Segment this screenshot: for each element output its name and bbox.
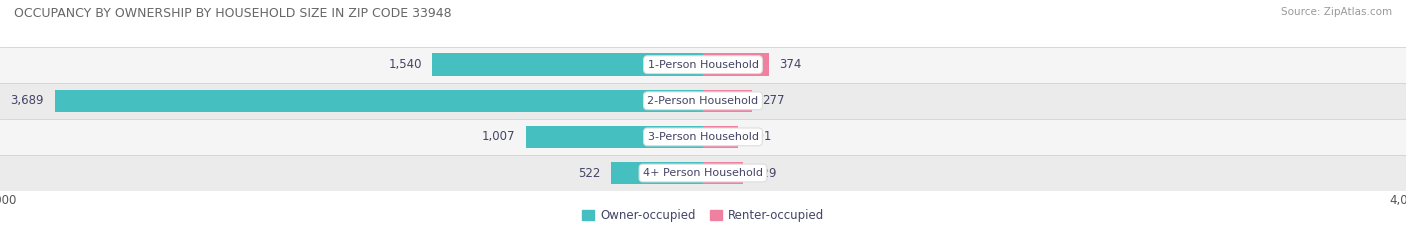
Bar [0,119,1406,155]
Text: 2-Person Household: 2-Person Household [647,96,759,106]
Bar [433,53,703,76]
Text: 1,007: 1,007 [482,130,516,143]
Legend: Owner-occupied, Renter-occupied: Owner-occupied, Renter-occupied [578,205,828,227]
Bar [612,162,703,184]
Bar [526,126,703,148]
Bar [703,126,738,148]
Text: 229: 229 [754,167,776,179]
Bar [0,47,1406,83]
Bar [55,89,703,112]
Bar [0,155,1406,191]
Text: OCCUPANCY BY OWNERSHIP BY HOUSEHOLD SIZE IN ZIP CODE 33948: OCCUPANCY BY OWNERSHIP BY HOUSEHOLD SIZE… [14,7,451,20]
Bar [703,53,769,76]
Text: 374: 374 [779,58,801,71]
Text: 277: 277 [762,94,785,107]
Text: 522: 522 [578,167,600,179]
Text: 201: 201 [749,130,772,143]
Text: Source: ZipAtlas.com: Source: ZipAtlas.com [1281,7,1392,17]
Text: 3-Person Household: 3-Person Household [648,132,758,142]
Bar [703,89,752,112]
Text: 3,689: 3,689 [11,94,44,107]
Text: 4+ Person Household: 4+ Person Household [643,168,763,178]
Text: 1,540: 1,540 [388,58,422,71]
Bar [0,83,1406,119]
Bar [703,162,744,184]
Text: 1-Person Household: 1-Person Household [648,60,758,70]
